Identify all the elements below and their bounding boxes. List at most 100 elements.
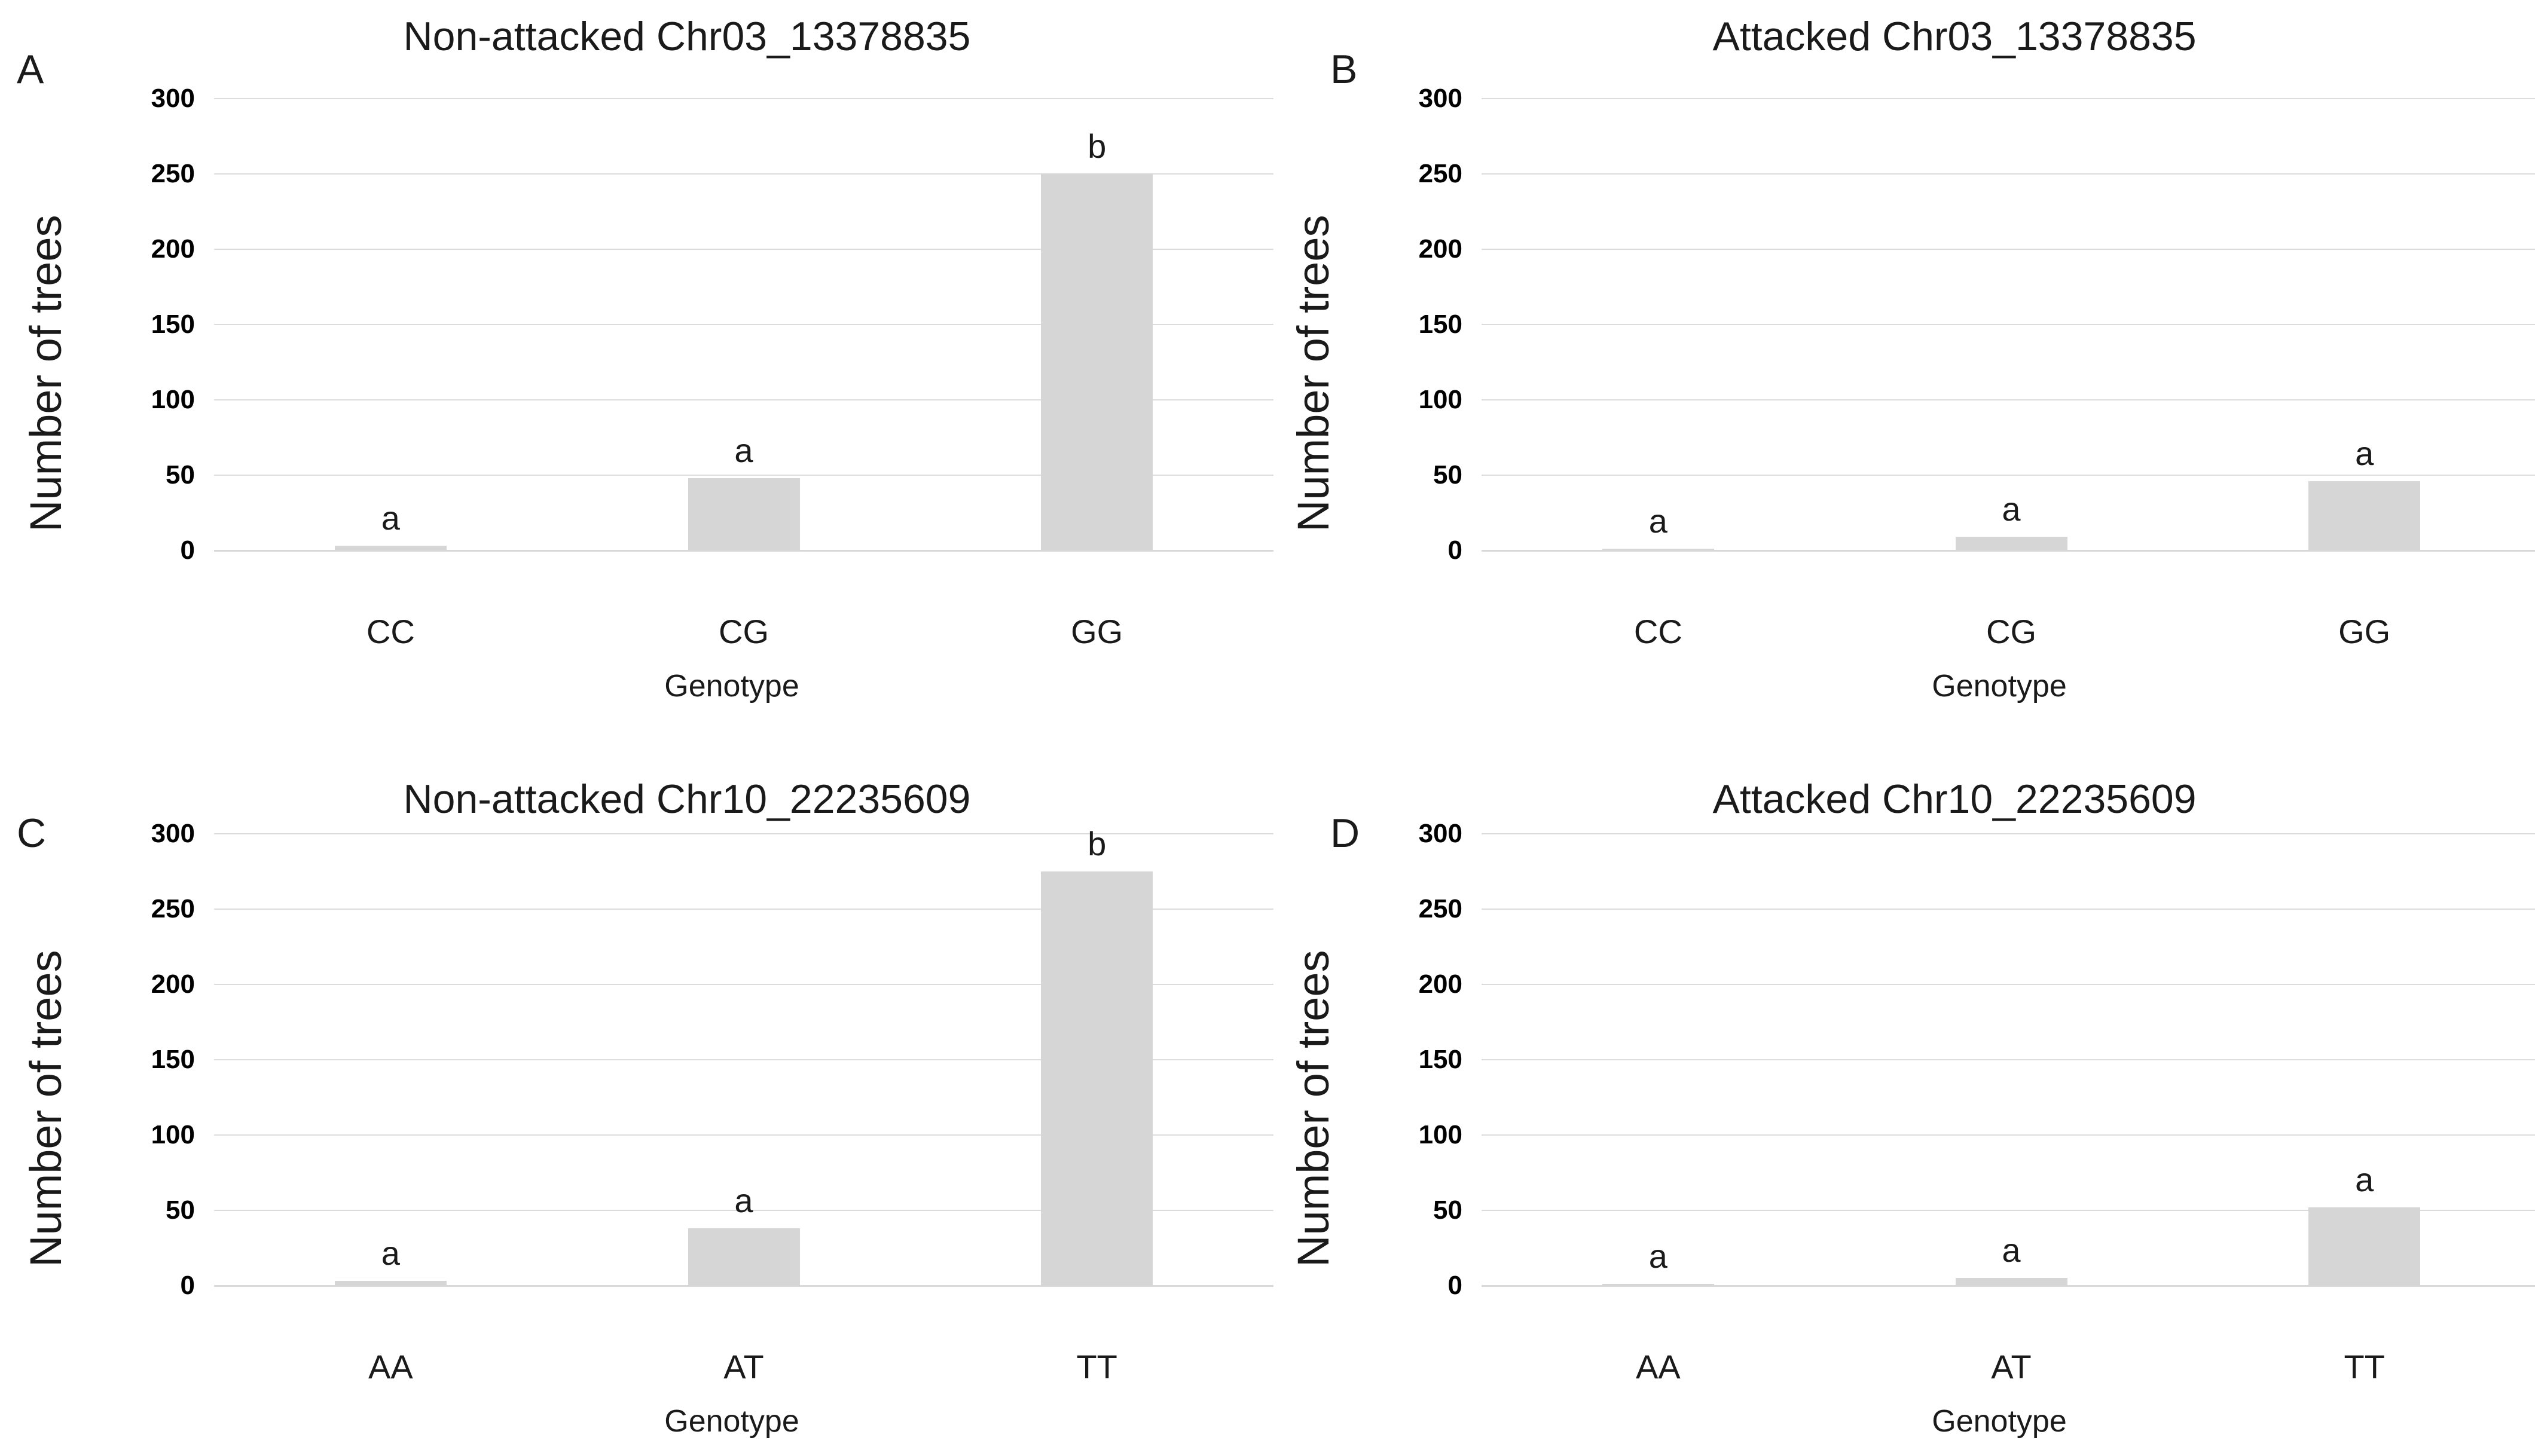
panel-d-attacked-chr10: D Attacked Chr10_22235609 Number of tree…: [1268, 735, 2535, 1456]
y-tick-label-250: 250: [151, 159, 195, 188]
bar-at: [1955, 1278, 2067, 1286]
plot-area: a a b: [214, 827, 1273, 1287]
significance-letter-gg: a: [2355, 435, 2374, 473]
bar-aa: [334, 1281, 447, 1286]
gridline-y-300: [214, 98, 1273, 99]
panel-b-attacked-chr03: B Attacked Chr03_13378835 Number of tree…: [1268, 0, 2535, 728]
y-tick-label-50: 50: [1433, 1195, 1462, 1225]
y-tick-label-300: 300: [151, 819, 195, 848]
x-category-label-cg: CG: [719, 613, 769, 650]
y-tick-label-250: 250: [1418, 894, 1462, 923]
significance-letter-aa: a: [381, 1234, 400, 1273]
gridline-y-300: [1482, 833, 2535, 834]
gridline-y-200: [1482, 984, 2535, 985]
gridline-y-250: [214, 909, 1273, 910]
significance-letter-tt: a: [2355, 1160, 2374, 1198]
x-category-label-cc: CC: [1633, 613, 1682, 650]
x-axis-title: Genotype: [1932, 669, 2067, 703]
bar-cc: [334, 546, 447, 550]
y-tick-label-100: 100: [1418, 1120, 1462, 1149]
y-tick-label-0: 0: [1447, 536, 1462, 565]
y-tick-label-150: 150: [1418, 310, 1462, 339]
y-tick-label-150: 150: [1418, 1045, 1462, 1074]
x-axis-baseline: [214, 1285, 1273, 1287]
y-tick-label-50: 50: [1433, 460, 1462, 490]
panel-letter-c: C: [17, 810, 47, 856]
chart-title: Non-attacked Chr03_13378835: [403, 14, 971, 59]
plot-area: a a a: [1482, 98, 2535, 552]
y-tick-label-300: 300: [1418, 84, 1462, 113]
x-category-label-at: AT: [1991, 1348, 2032, 1385]
y-tick-label-100: 100: [1418, 385, 1462, 414]
bar-cg: [688, 478, 800, 550]
x-axis-title: Genotype: [664, 1404, 799, 1439]
gridline-y-200: [214, 984, 1273, 985]
gridline-y-50: [1482, 1210, 2535, 1211]
gridline-y-200: [214, 249, 1273, 250]
plot-area: a a b: [214, 98, 1273, 552]
gridline-y-200: [1482, 249, 2535, 250]
gridline-y-100: [1482, 399, 2535, 400]
x-category-label-gg: GG: [2338, 613, 2391, 650]
significance-letter-cg: a: [2002, 490, 2021, 528]
panel-c-non-attacked-chr10: C Non-attacked Chr10_22235609 Number of …: [0, 735, 1273, 1456]
bar-tt: [1041, 871, 1153, 1286]
y-tick-label-0: 0: [180, 536, 195, 565]
significance-letter-aa: a: [1648, 1237, 1667, 1275]
x-category-label-gg: GG: [1071, 613, 1123, 650]
x-category-label-aa: AA: [1635, 1348, 1681, 1385]
chart-title: Attacked Chr10_22235609: [1712, 776, 2197, 822]
y-tick-label-200: 200: [1418, 234, 1462, 264]
x-axis-title: Genotype: [1932, 1404, 2067, 1439]
y-tick-label-300: 300: [151, 84, 195, 113]
significance-letter-tt: b: [1088, 825, 1107, 862]
y-tick-label-250: 250: [1418, 159, 1462, 188]
x-axis-title: Genotype: [664, 669, 799, 703]
panel-letter-b: B: [1330, 47, 1358, 92]
y-tick-label-300: 300: [1418, 819, 1462, 848]
significance-letter-cc: a: [1648, 502, 1667, 540]
panel-letter-a: A: [17, 47, 44, 92]
x-category-label-cg: CG: [1986, 613, 2036, 650]
x-category-label-cc: CC: [366, 613, 415, 650]
y-tick-label-50: 50: [166, 460, 195, 490]
y-tick-label-0: 0: [1447, 1271, 1462, 1300]
gridline-y-100: [1482, 1134, 2535, 1136]
gridline-y-50: [214, 475, 1273, 476]
chart-title: Attacked Chr03_13378835: [1712, 14, 2197, 59]
y-tick-label-100: 100: [151, 385, 195, 414]
chart-title: Non-attacked Chr10_22235609: [403, 776, 971, 822]
x-axis-baseline: [1482, 1285, 2535, 1287]
panel-a-non-attacked-chr03: A Non-attacked Chr03_13378835 Number of …: [0, 0, 1273, 728]
gridline-y-250: [1482, 173, 2535, 175]
significance-letter-cc: a: [381, 499, 400, 537]
bar-cg: [1955, 537, 2067, 550]
y-tick-label-200: 200: [151, 969, 195, 999]
gridline-y-250: [214, 173, 1273, 175]
gridline-y-150: [1482, 1059, 2535, 1060]
y-tick-label-0: 0: [180, 1271, 195, 1300]
gridline-y-150: [1482, 324, 2535, 325]
bar-gg: [1041, 174, 1153, 550]
y-tick-label-200: 200: [151, 234, 195, 264]
gridline-y-250: [1482, 909, 2535, 910]
gridline-y-300: [214, 833, 1273, 834]
bar-cc: [1602, 549, 1714, 550]
significance-letter-at: a: [2002, 1231, 2021, 1270]
gridline-y-50: [214, 1210, 1273, 1211]
x-category-label-tt: TT: [2344, 1348, 2385, 1385]
gridline-y-300: [1482, 98, 2535, 99]
gridline-y-150: [214, 324, 1273, 325]
x-category-label-at: AT: [723, 1348, 764, 1385]
significance-letter-gg: b: [1088, 127, 1107, 165]
x-category-label-tt: TT: [1076, 1348, 1117, 1385]
y-tick-label-150: 150: [151, 1045, 195, 1074]
bar-gg: [2308, 481, 2421, 550]
panel-letter-d: D: [1330, 810, 1360, 856]
x-axis-baseline: [1482, 550, 2535, 552]
y-tick-label-150: 150: [151, 310, 195, 339]
significance-letter-at: a: [734, 1182, 753, 1220]
gridline-y-50: [1482, 475, 2535, 476]
significance-letter-cg: a: [734, 432, 753, 470]
